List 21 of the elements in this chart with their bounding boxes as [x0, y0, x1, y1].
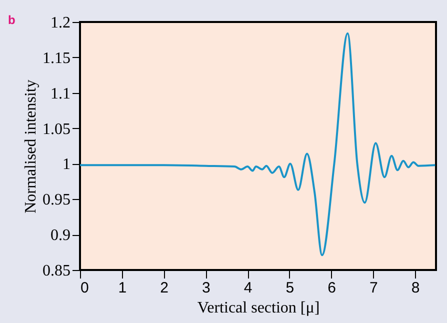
y-tick-label: 1.15: [42, 50, 70, 67]
x-tick-label: 1: [118, 280, 127, 296]
y-axis-title: Normalised intensity: [22, 80, 40, 214]
x-tick-label: 6: [328, 280, 336, 296]
line-series: [79, 32, 436, 256]
x-tick-label: 0: [80, 280, 89, 296]
y-tick-label: 0.9: [50, 227, 70, 244]
x-tick-label: 3: [202, 280, 210, 296]
y-tick-label: 1.2: [50, 14, 70, 32]
y-tick-label: 1: [62, 156, 70, 174]
y-tick-label: 1.1: [50, 85, 70, 102]
x-tick-label: 2: [160, 280, 168, 296]
x-tick-label: 8: [411, 280, 420, 296]
x-tick-label: 4: [244, 280, 252, 296]
y-tick-label: 0.85: [42, 262, 70, 280]
y-tick-label: 0.95: [42, 192, 70, 209]
x-axis-title: Vertical section [μ]: [197, 300, 320, 316]
x-tick-label: 7: [370, 280, 378, 296]
y-tick-label: 1.05: [42, 120, 70, 138]
x-tick-label: 5: [286, 280, 294, 296]
text: b: [8, 13, 16, 27]
